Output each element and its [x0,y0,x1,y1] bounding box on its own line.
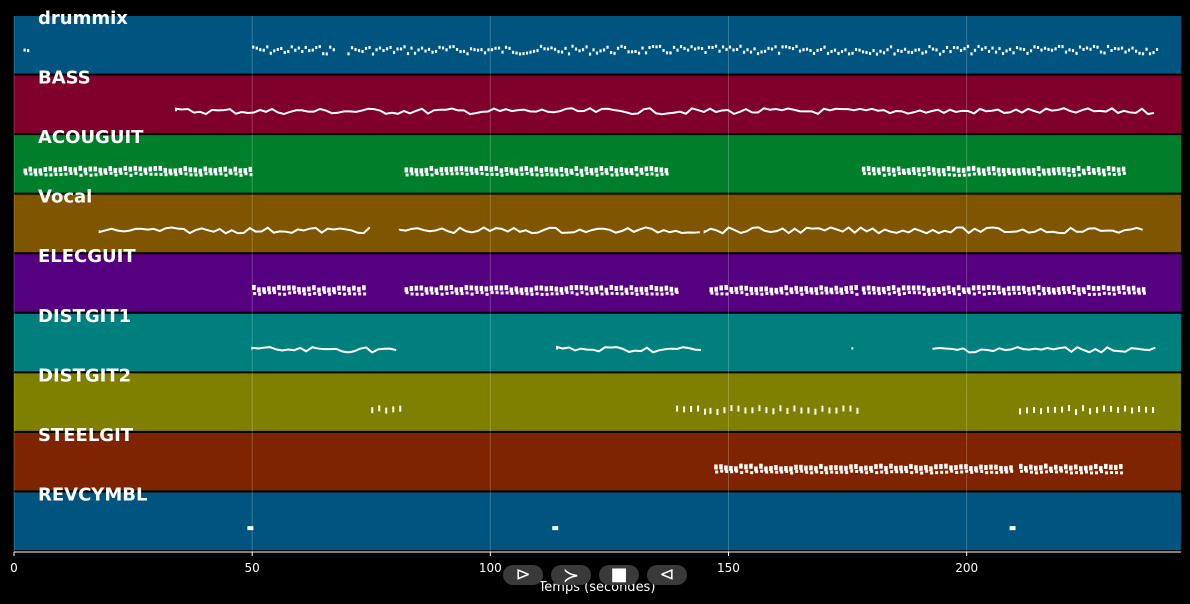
note-segment-vocal [703,226,1143,235]
rewind-icon: ⊲ [659,564,675,585]
note-segment-acouguit [23,165,253,177]
note-segment-drummix [23,48,30,53]
note-segment-elecguit [252,284,367,296]
track-band-distgit1 [14,313,1181,372]
track-label-distgit2: DISTGIT2 [38,365,131,386]
track-band-drummix [14,16,1181,74]
track-label-steelgit: STEELGIT [38,425,134,446]
track-band-elecguit [14,254,1181,312]
x-tick-label: 200 [955,561,978,575]
stop-button[interactable]: ■ [599,565,639,585]
x-tick-label: 100 [479,561,502,575]
track-band-revcymbl [14,492,1181,550]
track-band-bass [14,75,1181,134]
note-segment-elecguit [709,284,859,296]
play-icon: ⊳ [515,564,531,585]
note-segment-elecguit [861,284,1146,296]
note-segment-distgit1 [932,346,1156,354]
track-label-acouguit: ACOUGUIT [38,127,144,148]
track-label-elecguit: ELECGUIT [38,246,136,267]
note-segment-distgit2 [676,405,707,415]
note-segment-distgit2 [371,405,402,414]
note-segment-elecguit [404,284,679,296]
track-label-drummix: drummix [38,8,128,29]
note-segment-distgit1 [556,345,702,354]
note-segment-vocal [98,226,371,235]
x-tick-label: 150 [717,561,740,575]
track-band-acouguit [14,135,1181,193]
track-label-vocal: Vocal [38,187,92,208]
note-segment-acouguit [861,165,1126,177]
x-tick-label: 0 [10,561,18,575]
track-label-distgit1: DISTGIT1 [38,306,131,327]
track-label-revcymbl: REVCYMBL [38,484,147,505]
track-band-vocal [14,194,1181,253]
note-segment-drummix [252,45,335,56]
note-segment-distgit1 [251,346,397,354]
note-segment-acouguit [404,165,669,177]
x-tick-label: 50 [245,561,260,575]
note-segment-steelgit [1019,463,1124,475]
forward-icon: ≻ [562,563,580,587]
note-segment-vocal [398,226,700,235]
track-label-bass: BASS [38,68,91,89]
note-segment-distgit2 [709,405,859,415]
note-segment-revcymbl [1009,526,1016,531]
note-segment-revcymbl [247,526,254,531]
play-button[interactable]: ⊳ [503,565,543,585]
note-segment-drummix [347,44,1159,56]
track-band-distgit2 [14,373,1181,431]
note-segment-distgit2 [1019,405,1155,415]
note-segment-revcymbl [552,526,559,531]
track-band-steelgit [14,432,1181,491]
forward-button[interactable]: ≻ [551,565,591,585]
stop-icon: ■ [610,564,628,585]
rewind-button[interactable]: ⊲ [647,565,687,585]
note-segment-bass [174,107,1155,116]
note-segment-steelgit [714,463,1014,475]
